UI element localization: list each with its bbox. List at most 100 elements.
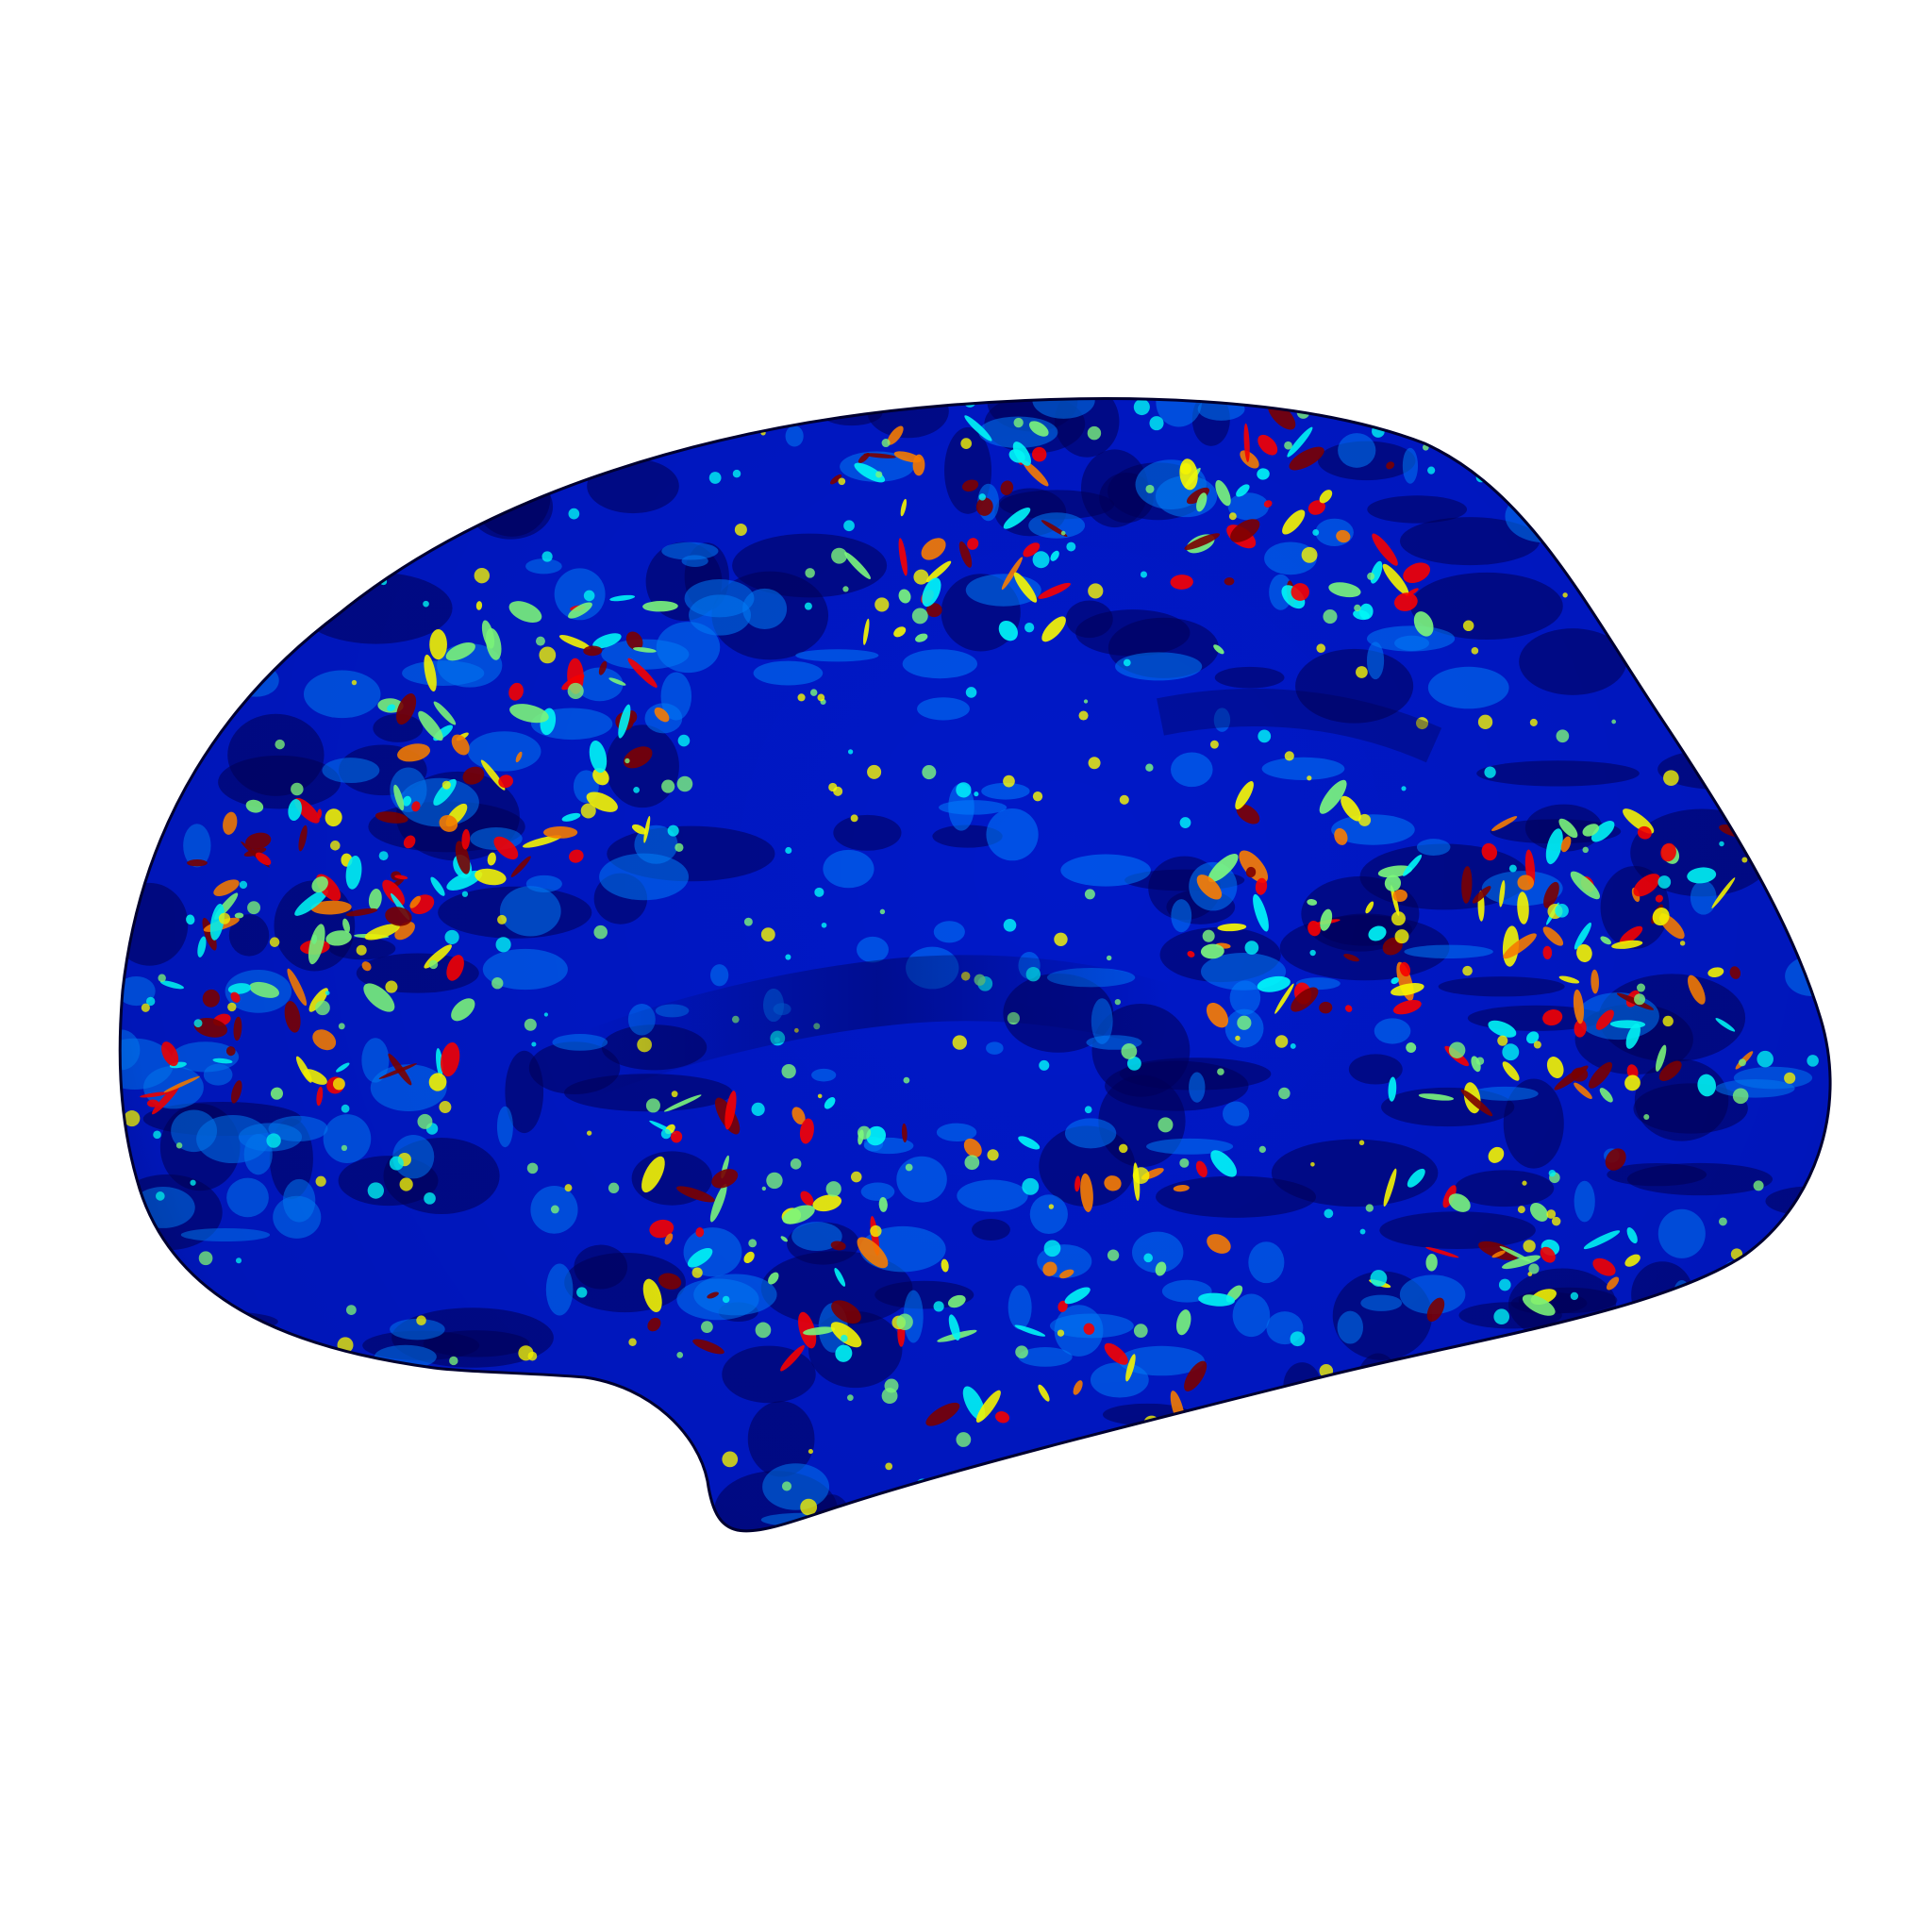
activation-speck xyxy=(481,483,491,493)
blue-patch xyxy=(212,595,262,610)
dark-patch xyxy=(328,456,482,503)
blue-patch xyxy=(1655,1366,1719,1387)
activation-speck xyxy=(1797,681,1806,690)
activation-speck xyxy=(251,1375,259,1384)
activation-speck xyxy=(1814,1331,1828,1345)
activation-speck xyxy=(1740,1291,1757,1308)
activation-speck xyxy=(130,402,136,408)
dark-patch xyxy=(467,1518,533,1531)
blue-patch xyxy=(1639,1369,1693,1391)
activation-speck xyxy=(1074,1537,1077,1541)
activation-speck xyxy=(221,680,227,687)
dark-patch xyxy=(1102,1470,1218,1531)
activation-speck xyxy=(274,1386,289,1402)
activation-speck xyxy=(1792,730,1801,739)
activation-speck xyxy=(175,668,188,679)
blue-patch xyxy=(446,478,516,509)
activation-speck xyxy=(1784,1407,1796,1420)
blue-patch xyxy=(225,1417,263,1431)
blue-patch xyxy=(1186,1466,1208,1493)
blue-patch xyxy=(262,487,325,538)
activation-speck xyxy=(569,1545,585,1561)
activation-speck xyxy=(1730,420,1741,431)
blue-patch xyxy=(328,1527,404,1531)
activation-speck xyxy=(1264,1423,1275,1435)
activation-speck xyxy=(475,1499,481,1506)
activation-speck xyxy=(1495,419,1500,425)
blue-patch xyxy=(1428,426,1474,445)
activation-speck xyxy=(1781,400,1790,409)
dark-patch xyxy=(148,1385,204,1424)
dark-patch xyxy=(1224,1437,1339,1463)
blue-patch xyxy=(1222,1523,1285,1531)
blue-patch xyxy=(229,1471,281,1507)
blue-patch xyxy=(1713,1336,1804,1382)
dark-patch xyxy=(1646,1376,1724,1405)
dark-patch xyxy=(1723,674,1823,754)
activation-speck xyxy=(1480,398,1495,413)
activation-spot xyxy=(136,785,176,803)
dark-patch xyxy=(244,1440,295,1509)
activation-speck xyxy=(941,1490,953,1502)
blue-patch xyxy=(1664,454,1686,466)
blue-patch xyxy=(1674,1505,1720,1531)
dark-patch xyxy=(120,1352,253,1395)
blue-patch xyxy=(205,517,251,561)
blue-patch xyxy=(275,1415,352,1442)
activation-speck xyxy=(267,569,278,580)
activation-speck xyxy=(352,1397,362,1407)
blue-patch xyxy=(122,476,151,518)
activation-speck xyxy=(140,579,153,592)
dark-patch xyxy=(1616,492,1736,580)
blue-patch xyxy=(1531,1460,1573,1479)
activation-speck xyxy=(421,465,434,478)
activation-speck xyxy=(265,491,281,508)
blue-patch xyxy=(1774,721,1831,741)
activation-speck xyxy=(268,611,284,627)
activation-speck xyxy=(1745,674,1762,690)
activation-speck xyxy=(146,1509,154,1517)
dark-patch xyxy=(1733,1523,1788,1531)
dark-patch xyxy=(1641,1366,1740,1387)
dark-patch xyxy=(1119,1477,1181,1500)
activation-speck xyxy=(400,548,413,560)
activation-speck xyxy=(1752,780,1758,788)
dark-patch xyxy=(1684,598,1826,643)
blue-patch xyxy=(1686,473,1717,491)
blue-patch xyxy=(1563,473,1587,494)
activation-speck xyxy=(1517,1406,1533,1423)
activation-speck xyxy=(267,1467,278,1478)
activation-speck xyxy=(1594,1524,1604,1531)
activation-speck xyxy=(300,617,310,626)
activation-speck xyxy=(427,1441,432,1446)
dark-patch xyxy=(1378,1496,1481,1531)
activation-speck xyxy=(325,1494,336,1504)
activation-speck xyxy=(301,1378,316,1392)
blue-patch xyxy=(840,1521,908,1531)
activation-speck xyxy=(163,1320,168,1324)
blue-patch xyxy=(191,403,212,435)
activation-speck xyxy=(221,582,234,595)
dark-patch xyxy=(422,1524,473,1531)
blue-patch xyxy=(1578,1318,1624,1370)
dark-patch xyxy=(1464,1456,1607,1531)
dark-patch xyxy=(1501,1471,1608,1531)
activation-speck xyxy=(533,1430,548,1445)
activation-speck xyxy=(1219,1491,1227,1501)
dark-patch xyxy=(151,530,252,574)
activation-speck xyxy=(1415,408,1432,425)
activation-speck xyxy=(1606,481,1620,494)
blue-patch xyxy=(1750,1332,1814,1359)
blue-patch xyxy=(1720,564,1796,607)
activation-speck xyxy=(759,398,775,408)
activation-speck xyxy=(601,1410,613,1423)
blue-patch xyxy=(1644,413,1663,441)
activation-speck xyxy=(123,618,130,625)
activation-speck xyxy=(1708,1446,1713,1452)
blue-patch xyxy=(1221,1522,1257,1531)
activation-speck xyxy=(1736,1464,1748,1476)
blue-patch xyxy=(1801,1421,1831,1451)
activation-speck xyxy=(1752,477,1759,486)
